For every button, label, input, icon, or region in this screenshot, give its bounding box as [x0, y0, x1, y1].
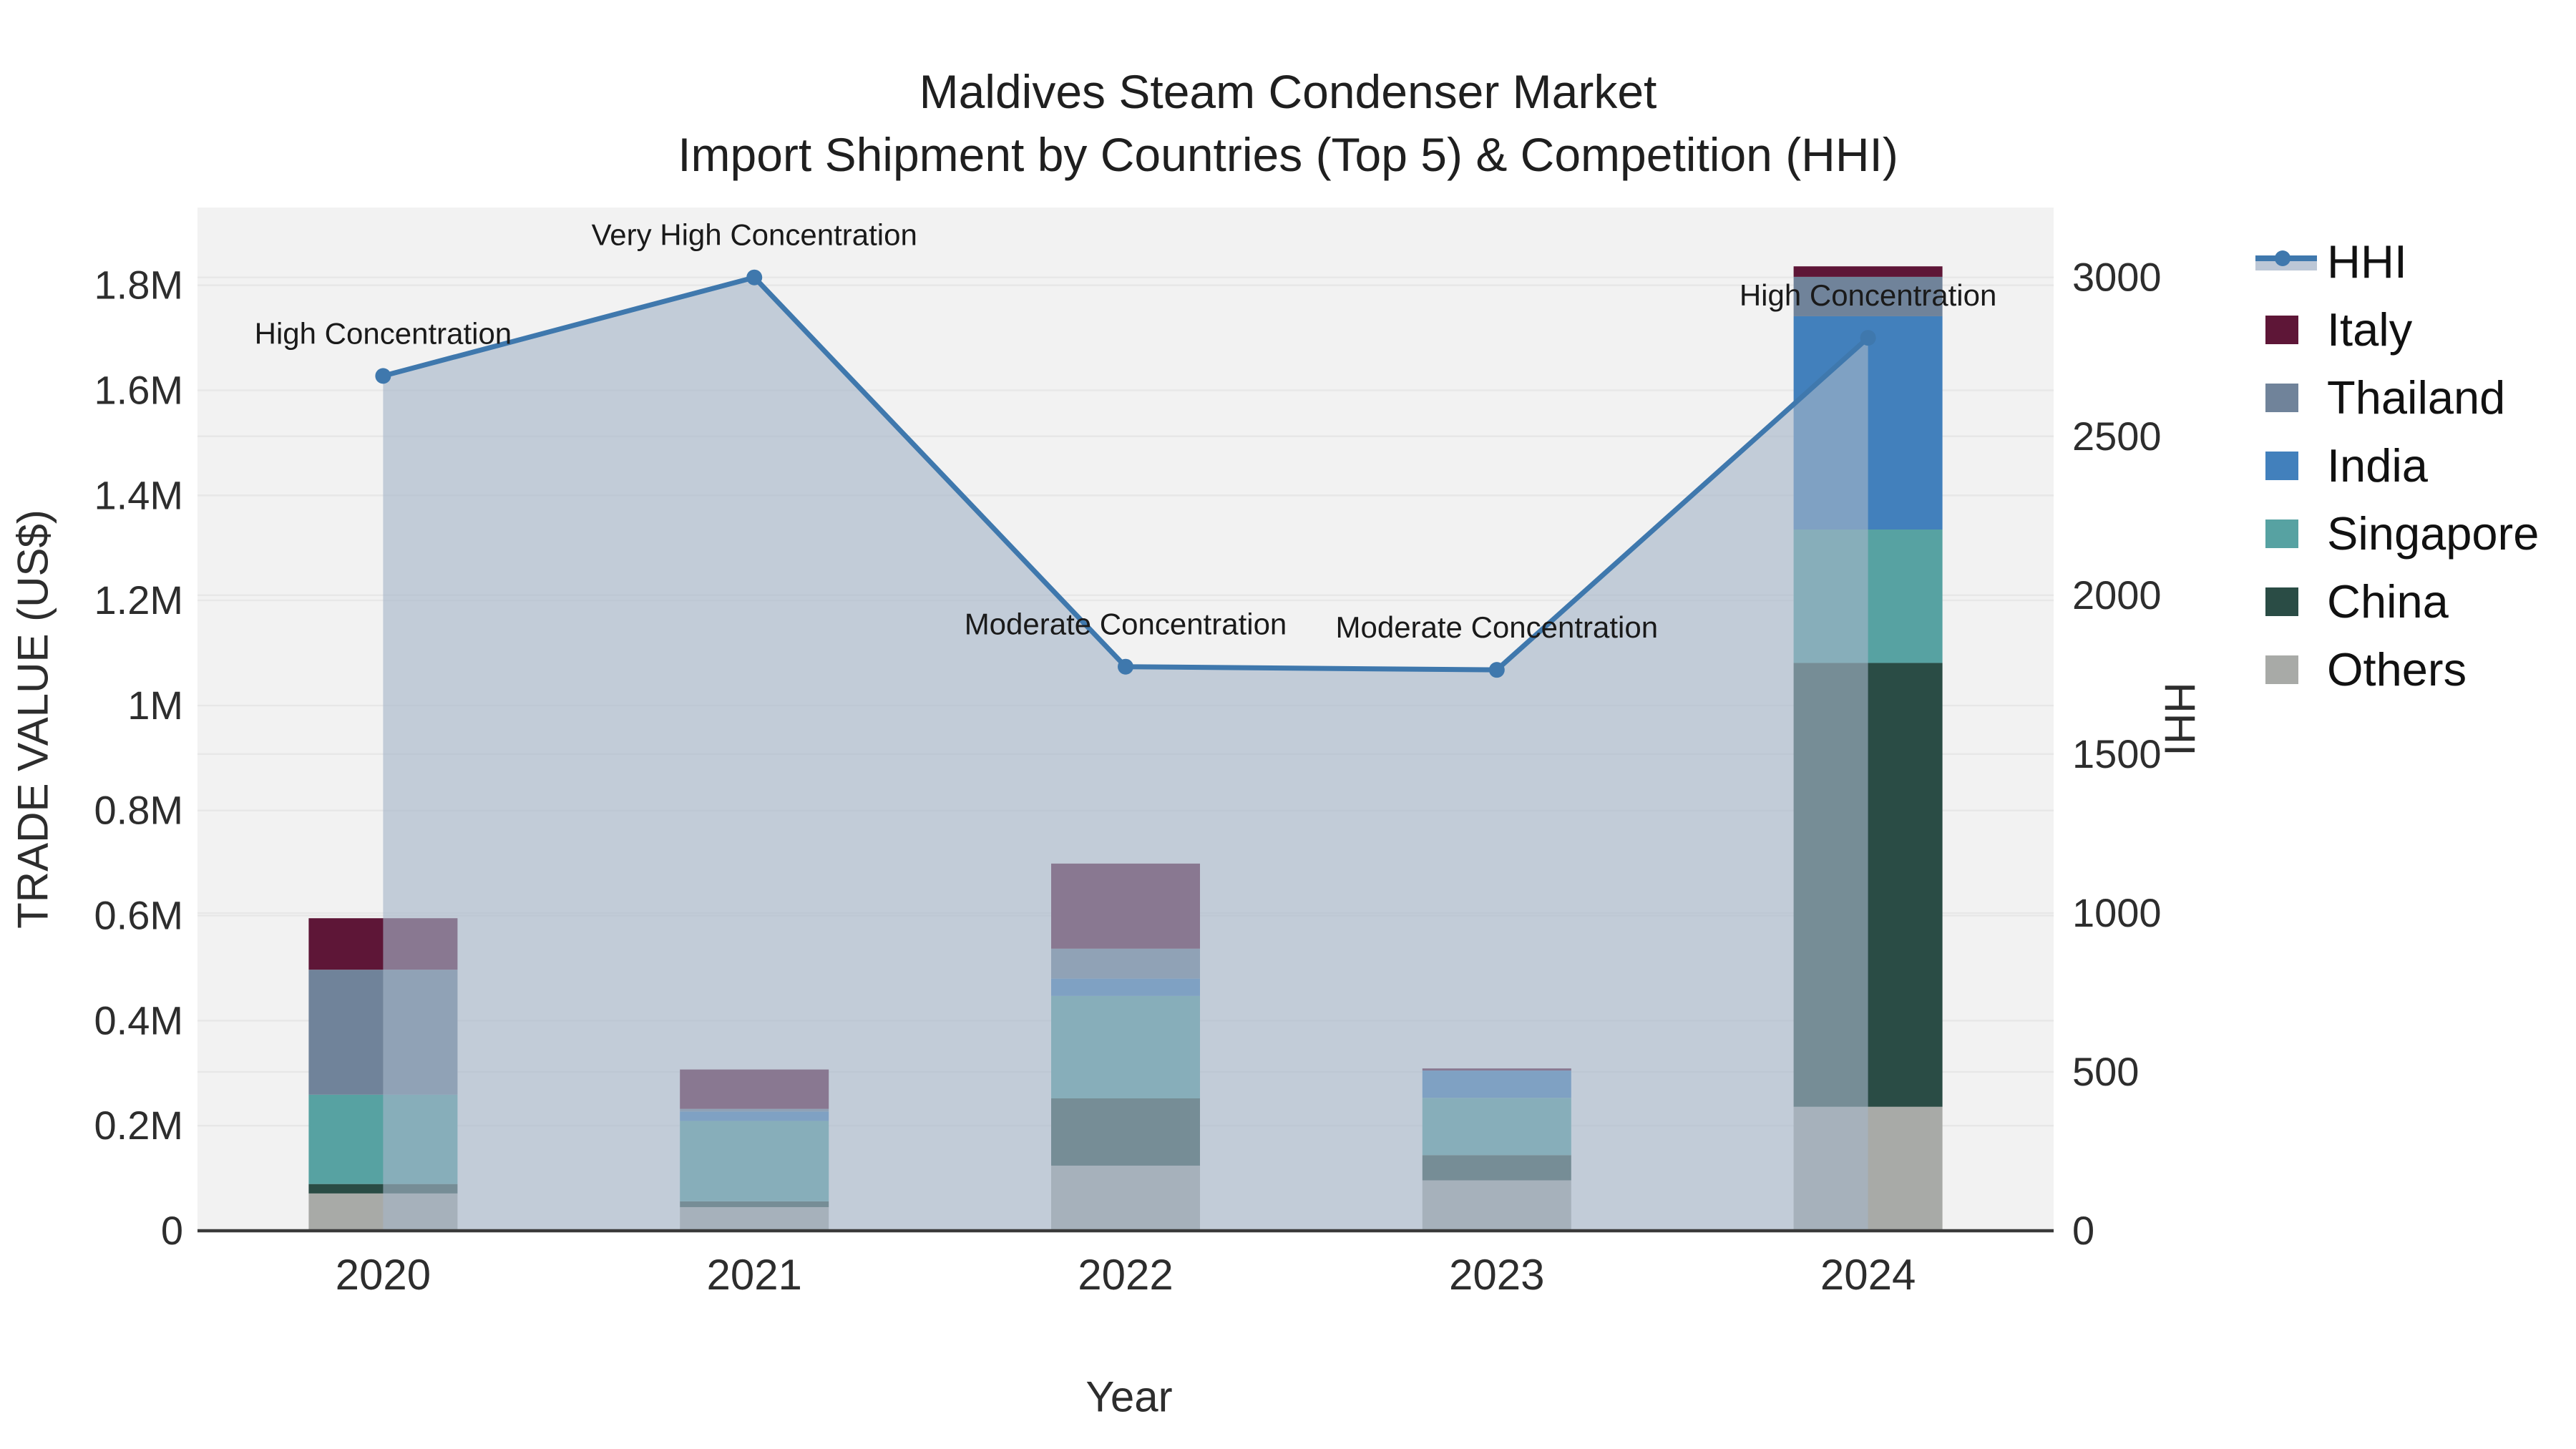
- legend-item-hhi[interactable]: HHI: [2255, 228, 2539, 296]
- y-right-tick-2500: 2500: [2072, 414, 2162, 459]
- annotation-2021: Very High Concentration: [592, 218, 917, 252]
- legend-item-italy[interactable]: Italy: [2255, 296, 2539, 364]
- x-tick-2022: 2022: [1078, 1251, 1173, 1299]
- y-left-tick-0.4M: 0.4M: [94, 997, 184, 1043]
- y-right-tick-500: 500: [2072, 1049, 2139, 1094]
- legend-item-others[interactable]: Others: [2255, 635, 2539, 703]
- x-tick-2024: 2024: [1820, 1251, 1916, 1299]
- legend-swatch-singapore: [2255, 518, 2324, 550]
- legend-swatch-china: [2255, 586, 2324, 618]
- legend-item-thailand[interactable]: Thailand: [2255, 364, 2539, 431]
- y-left-tick-1.8M: 1.8M: [94, 263, 184, 308]
- bar-segment-thailand-2024: [1793, 276, 1943, 316]
- x-tick-2021: 2021: [706, 1251, 801, 1299]
- annotation-2020: High Concentration: [255, 316, 512, 350]
- legend-swatch-thailand: [2255, 382, 2324, 414]
- y-left-tick-0: 0: [161, 1208, 183, 1253]
- y-left-tick-0.6M: 0.6M: [94, 893, 184, 938]
- legend-label-hhi: HHI: [2327, 235, 2407, 288]
- legend-label-thailand: Thailand: [2327, 371, 2506, 424]
- chart-title: Maldives Steam Condenser Market Import S…: [0, 60, 2576, 186]
- y-right-tick-2000: 2000: [2072, 572, 2162, 618]
- legend-swatch-others: [2255, 654, 2324, 686]
- legend-label-india: India: [2327, 439, 2428, 492]
- y-right-tick-0: 0: [2072, 1208, 2094, 1253]
- x-axis-title: Year: [1085, 1372, 1173, 1421]
- legend-label-singapore: Singapore: [2327, 507, 2540, 560]
- y-axis-title-left: TRADE VALUE (US$): [9, 509, 57, 929]
- hhi-marker-2020: [375, 368, 391, 384]
- legend-line-symbol: [2255, 246, 2324, 278]
- legend-item-india[interactable]: India: [2255, 431, 2539, 499]
- hhi-marker-2023: [1488, 662, 1505, 678]
- hhi-marker-2024: [1860, 330, 1876, 346]
- hhi-marker-2021: [746, 269, 763, 286]
- legend-label-italy: Italy: [2327, 303, 2413, 356]
- legend-swatch-italy: [2255, 314, 2324, 346]
- y-axis-title-right: HHI: [2155, 682, 2204, 756]
- bar-segment-italy-2024: [1793, 266, 1943, 277]
- legend: HHI Italy Thailand India Singapore China Other…: [2255, 228, 2539, 703]
- y-left-tick-0.2M: 0.2M: [94, 1103, 184, 1148]
- y-left-tick-0.8M: 0.8M: [94, 788, 184, 833]
- legend-line-marker-dot: [2275, 250, 2290, 266]
- hhi-marker-2022: [1118, 658, 1133, 675]
- hhi-area-fill: [383, 277, 1868, 1231]
- x-tick-2020: 2020: [336, 1251, 431, 1299]
- annotation-2023: Moderate Concentration: [1335, 610, 1658, 644]
- y-left-tick-1.6M: 1.6M: [94, 367, 184, 412]
- chart-title-line1: Maldives Steam Condenser Market: [919, 65, 1657, 118]
- y-right-tick-1000: 1000: [2072, 890, 2162, 935]
- y-left-tick-1M: 1M: [127, 683, 183, 728]
- annotation-2024: High Concentration: [1740, 278, 1997, 312]
- legend-item-china[interactable]: China: [2255, 567, 2539, 635]
- legend-item-singapore[interactable]: Singapore: [2255, 499, 2539, 567]
- y-left-tick-1.4M: 1.4M: [94, 472, 184, 517]
- x-tick-2023: 2023: [1449, 1251, 1544, 1299]
- y-left-tick-1.2M: 1.2M: [94, 577, 184, 623]
- chart-title-line2: Import Shipment by Countries (Top 5) & C…: [678, 128, 1898, 181]
- y-right-tick-1500: 1500: [2072, 731, 2162, 776]
- legend-label-others: Others: [2327, 643, 2467, 696]
- legend-swatch-india: [2255, 450, 2324, 482]
- legend-label-china: China: [2327, 575, 2449, 628]
- y-right-tick-3000: 3000: [2072, 255, 2162, 300]
- annotation-2022: Moderate Concentration: [965, 608, 1287, 641]
